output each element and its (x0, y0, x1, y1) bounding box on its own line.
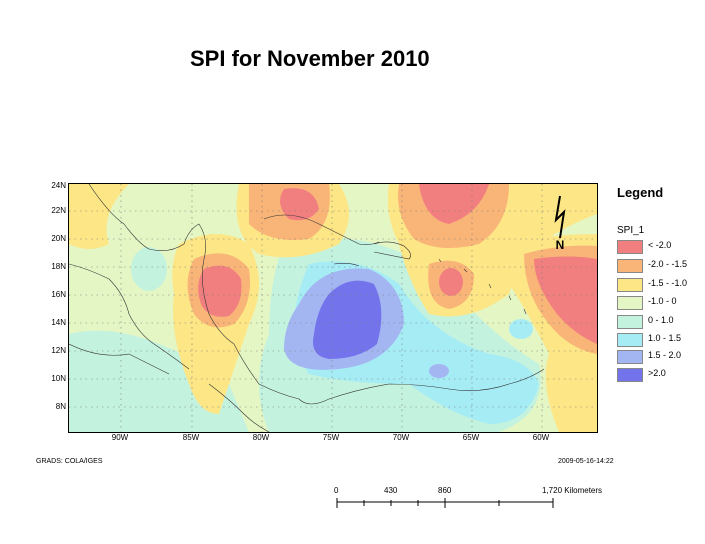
legend-swatch (617, 240, 643, 254)
legend-swatch (617, 259, 643, 273)
spi-zone-red-east (534, 256, 597, 344)
lat-label: 16N (51, 290, 66, 299)
legend-swatch (617, 315, 643, 329)
legend-title: Legend (617, 185, 664, 200)
spi-zone-neg-northwest (69, 184, 129, 249)
lon-label: 80W (252, 433, 270, 442)
lon-label: 85W (182, 433, 200, 442)
lat-label: 10N (51, 374, 66, 383)
graticule (69, 184, 597, 432)
scale-bar-line (336, 498, 554, 508)
lat-label: 18N (51, 262, 66, 271)
legend-swatch (617, 350, 643, 364)
north-arrow-icon: N (554, 195, 566, 250)
lon-label: 75W (322, 433, 340, 442)
lat-label: 8N (55, 402, 66, 411)
lon-label: 65W (462, 433, 480, 442)
scale-tick-label: 430 (384, 486, 398, 495)
legend-swatch (617, 333, 643, 347)
legend-item-label: >2.0 (648, 368, 666, 378)
spi-zone-red-central (439, 268, 463, 296)
north-label: N (556, 238, 565, 250)
credit-text: GRADS: COLA/IGES (36, 458, 103, 465)
legend-item-label: 1.0 - 1.5 (648, 333, 682, 343)
legend-item-label: -1.5 - -1.0 (648, 278, 688, 288)
legend-item-label: 1.5 - 2.0 (648, 350, 682, 360)
spi-zone-red-mexico (198, 265, 242, 317)
legend-swatch (617, 296, 643, 310)
scale-tick-label: 0 (334, 486, 339, 495)
spi-zone-red-cuba (280, 188, 319, 221)
lat-label: 22N (51, 206, 66, 215)
spi-zone-1.5-2-east (429, 364, 449, 378)
legend-item-label: < -2.0 (648, 240, 672, 250)
spi-map (68, 183, 598, 433)
legend-item-label: -2.0 - -1.5 (648, 259, 688, 269)
spi-zone-red-atlantic (419, 184, 489, 224)
lat-label: 20N (51, 234, 66, 243)
coastlines (69, 184, 545, 432)
legend-swatch (617, 278, 643, 292)
legend-field-name: SPI_1 (617, 225, 645, 236)
legend-swatch (617, 368, 643, 382)
spi-zone-positive-yucatan (131, 247, 167, 291)
lat-label: 24N (51, 181, 66, 190)
spi-zone-1-1.5-east (509, 319, 533, 339)
legend-item-label: -1.0 - 0 (648, 296, 677, 306)
lon-label: 70W (392, 433, 410, 442)
lon-label: 60W (532, 433, 550, 442)
timestamp-text: 2009-05-16-14:22 (558, 458, 614, 465)
lat-label: 12N (51, 346, 66, 355)
scale-tick-label: 1,720 Kilometers (542, 486, 603, 495)
legend-item-label: 0 - 1.0 (648, 315, 674, 325)
lat-label: 14N (51, 318, 66, 327)
spi-map-canvas (69, 184, 597, 432)
spi-zone-gt-2 (313, 280, 382, 359)
map-title: SPI for November 2010 (190, 46, 430, 71)
scale-tick-label: 860 (438, 486, 452, 495)
lon-label: 90W (111, 433, 129, 442)
